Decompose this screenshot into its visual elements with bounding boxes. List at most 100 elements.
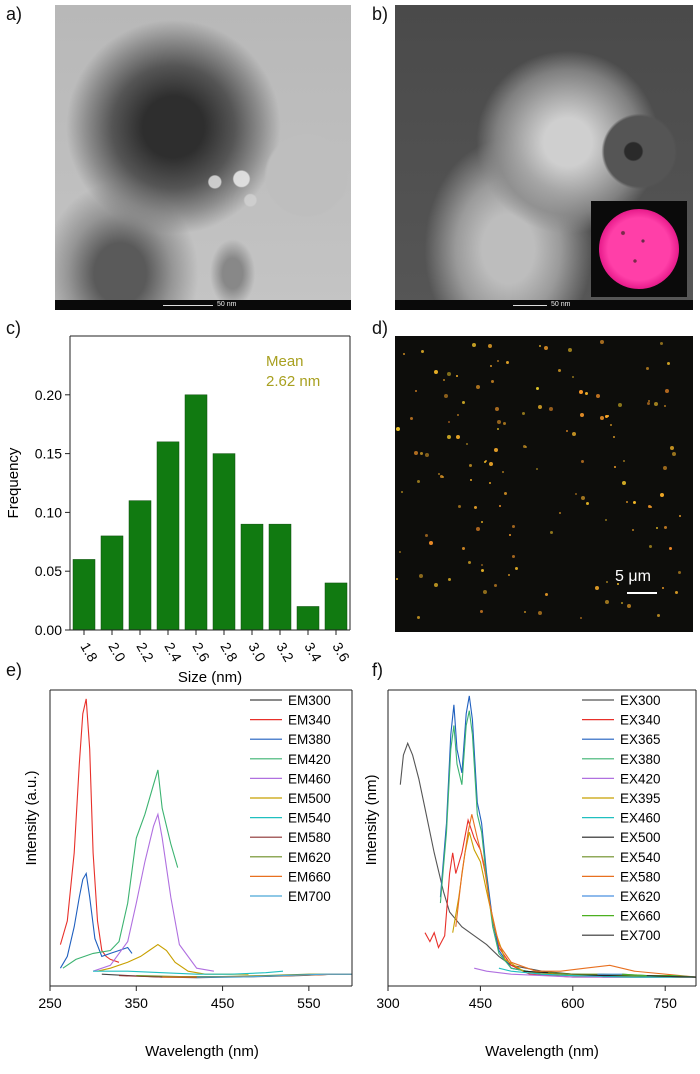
bar-2.8 [212, 453, 236, 631]
fluorescent-dot [471, 343, 476, 347]
fluorescent-dot [605, 414, 609, 418]
bar-2.4 [156, 441, 180, 631]
series-line-EX460 [498, 967, 696, 978]
fluorescent-dot [462, 546, 466, 550]
panel-label-d: d) [372, 318, 389, 338]
fluorescent-dot [395, 578, 398, 581]
c-ytick-label: 0.00 [35, 622, 62, 638]
fluorescent-dot [664, 525, 668, 529]
fluorescent-dot [668, 547, 672, 551]
fluorescent-dot [574, 492, 577, 495]
fluorescent-dot [466, 443, 469, 446]
c-ytick-label: 0.10 [35, 504, 62, 520]
fluorescent-dot [678, 570, 682, 574]
fluorescent-dot [625, 501, 628, 503]
bar-3.4 [296, 606, 320, 631]
fluorescent-dot [429, 540, 433, 545]
fluorescent-dot [446, 371, 451, 376]
fluorescent-dot [585, 501, 589, 505]
e-xtick-label: 550 [297, 995, 321, 1011]
f-xtick-label: 450 [469, 995, 493, 1011]
fluorescent-dot [496, 420, 501, 425]
fluorescent-dot [457, 504, 461, 508]
legend-label-EX420: EX420 [620, 771, 661, 786]
legend-label-EM540: EM540 [288, 811, 331, 826]
fluorescent-dot [514, 566, 518, 570]
fluorescent-dot [675, 591, 679, 595]
bar-3.6 [324, 582, 348, 631]
fluorescent-dot [621, 480, 626, 485]
fluorescent-dot [433, 582, 438, 587]
fluorescent-dot [416, 616, 420, 620]
fluorescent-dot [662, 587, 665, 590]
panel-label-e: e) [6, 660, 23, 680]
fluorescent-dot [398, 551, 401, 553]
fluorescent-dot [511, 554, 515, 558]
fluorescent-dot [438, 473, 441, 476]
fluorescent-dot [580, 495, 585, 500]
bar-2.0 [100, 535, 124, 631]
fluorescent-dot [669, 446, 674, 451]
scale-bar-a [163, 305, 213, 306]
fluorescent-dot [522, 444, 526, 448]
fluorescent-dot [476, 385, 481, 390]
fluorescent-dot [523, 611, 526, 614]
scale-bar-b [513, 305, 547, 306]
panel-label-f: f) [372, 660, 383, 680]
fluorescent-dot [657, 614, 661, 618]
fluorescent-dot [595, 585, 600, 590]
c-xtick-label: 3.2 [273, 640, 297, 665]
fluorescent-dot [606, 581, 609, 584]
fluorescent-dot [508, 573, 511, 576]
c-annotation-value: 2.62 nm [266, 373, 320, 390]
fluorescent-dot [481, 520, 484, 523]
fluorescent-dot [537, 610, 542, 615]
fluorescent-dot [403, 353, 405, 356]
fluorescent-dot [461, 401, 465, 405]
fluorescent-dot [425, 533, 429, 537]
fluorescent-dot [401, 490, 404, 493]
tem-image-a: 50 nm [55, 5, 351, 310]
f-xtick-label: 300 [376, 995, 400, 1011]
fluorescent-dot [667, 361, 671, 365]
legend-label-EX365: EX365 [620, 732, 661, 747]
fluorescent-dot [468, 464, 472, 468]
fluorescent-dot [579, 390, 584, 395]
fluorescent-dot [648, 505, 651, 509]
c-xtick-label: 3.6 [329, 640, 353, 665]
f-ylabel: Intensity (nm) [363, 775, 380, 866]
emission-spectra-chart: 250 350 450 550 EM300 EM340 EM380 EM420 EM460 EM… [23, 689, 353, 1060]
fluorescent-dot [433, 370, 438, 375]
fluorescent-dot [414, 450, 419, 455]
fluorescent-dot [469, 479, 472, 481]
tem-image-b: 50 nm [395, 5, 693, 310]
legend-label-EM340: EM340 [288, 713, 331, 728]
fluorescent-dot [613, 436, 615, 439]
legend-label-EX540: EX540 [620, 850, 661, 865]
fluorescent-dot [414, 389, 417, 392]
fluorescent-dot [600, 339, 605, 344]
fluorescent-dot [654, 402, 659, 406]
fluorescent-dot [544, 346, 549, 351]
fluorescent-dot [648, 400, 651, 403]
fluorescent-dot [487, 344, 492, 349]
legend-label-EM420: EM420 [288, 752, 331, 767]
fluorescent-dot [473, 506, 477, 510]
series-line-EX340 [424, 818, 696, 978]
series-line-EM460 [92, 812, 214, 972]
e-ylabel: Intensity (a.u.) [23, 770, 40, 865]
c-xtick-label: 2.2 [133, 640, 157, 665]
legend-label-EX395: EX395 [620, 791, 661, 806]
fluorescent-dot [489, 481, 492, 484]
fluorescent-dot [480, 563, 483, 566]
fluorescent-dot [660, 493, 665, 497]
legend-label-EX660: EX660 [620, 909, 661, 924]
c-xlabel: Size (nm) [178, 669, 242, 686]
fluorescent-dot [655, 526, 658, 529]
fluorescent-dot [536, 386, 540, 390]
fluorescent-dot [617, 583, 620, 586]
fluorescent-dot [626, 604, 631, 608]
f-xtick-label: 750 [654, 995, 678, 1011]
c-xtick-label: 3.4 [301, 640, 325, 665]
fluorescent-dot [483, 460, 486, 463]
